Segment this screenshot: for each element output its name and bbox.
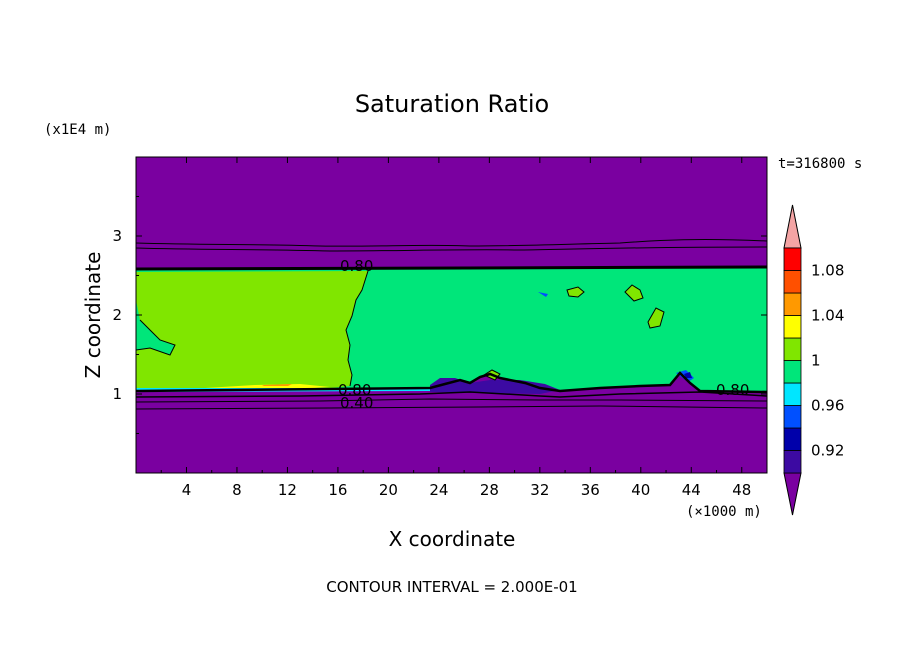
colorbar-label: 1.08	[811, 262, 844, 280]
colorbar-label: 1	[811, 352, 821, 370]
colorbar-label: 0.92	[811, 442, 844, 460]
colorbar-segment	[783, 427, 802, 451]
colorbar-segment	[783, 247, 802, 271]
y-tick-label: 2	[112, 306, 122, 324]
x-tick-label: 4	[182, 481, 192, 499]
colorbar-segment	[783, 337, 802, 361]
x-tick-label: 44	[682, 481, 701, 499]
colorbar-segment	[783, 315, 802, 339]
region-orange-sliver	[262, 384, 292, 386]
contour-lines	[136, 239, 767, 410]
contour-interval-footer: CONTOUR INTERVAL = 2.000E-01	[326, 578, 577, 596]
patch-2	[625, 285, 643, 301]
colorbar-segment	[783, 405, 802, 429]
x-tick-label: 32	[530, 481, 549, 499]
colorbar-overflow-arrow	[783, 204, 802, 249]
x-tick-label: 12	[278, 481, 297, 499]
patch-3	[648, 308, 664, 328]
colorbar-label: 1.04	[811, 307, 844, 325]
y-axis: 1 2 3	[112, 196, 767, 434]
colorbar-segment	[783, 450, 802, 474]
contour-field	[136, 157, 767, 473]
x-tick-label: 36	[581, 481, 600, 499]
x-tick-label: 16	[328, 481, 347, 499]
chart-title: Saturation Ratio	[355, 90, 549, 118]
region-saturated-left	[136, 271, 368, 390]
colorbar-label: 0.96	[811, 397, 844, 415]
x-axis-unit: (×1000 m)	[686, 504, 762, 520]
contour-label-lower: 0.40	[340, 394, 373, 412]
y-tick-label: 3	[112, 227, 122, 245]
x-tick-label: 24	[429, 481, 448, 499]
colorbar: 0.92 0.96 1 1.04 1.08	[783, 204, 844, 516]
y-axis-label: Z coordinate	[81, 252, 105, 379]
patch-1	[567, 287, 584, 297]
x-tick-label: 48	[732, 481, 751, 499]
y-tick-label: 1	[112, 385, 122, 403]
x-tick-label: 40	[631, 481, 650, 499]
patch-blue-3	[538, 292, 548, 297]
x-tick-label: 20	[379, 481, 398, 499]
patch-blue-2	[684, 372, 692, 378]
x-axis: 4 8 12 16 20 24 28 32 36 40 44 48	[160, 157, 751, 499]
colorbar-segment	[783, 292, 802, 316]
colorbar-segment	[783, 270, 802, 294]
x-tick-label: 8	[232, 481, 242, 499]
x-tick-label: 28	[480, 481, 499, 499]
x-axis-label: X coordinate	[389, 527, 516, 551]
time-label: t=316800 s	[778, 156, 862, 172]
colorbar-segment	[783, 382, 802, 406]
colorbar-segment	[783, 360, 802, 384]
colorbar-underflow-arrow	[783, 472, 802, 516]
contour-label-bottom-left: 0.80	[338, 381, 371, 399]
contour-label-top: 0.80	[340, 257, 373, 275]
contour-label-bottom-right: 0.80	[716, 381, 749, 399]
y-axis-unit: (x1E4 m)	[44, 122, 111, 138]
